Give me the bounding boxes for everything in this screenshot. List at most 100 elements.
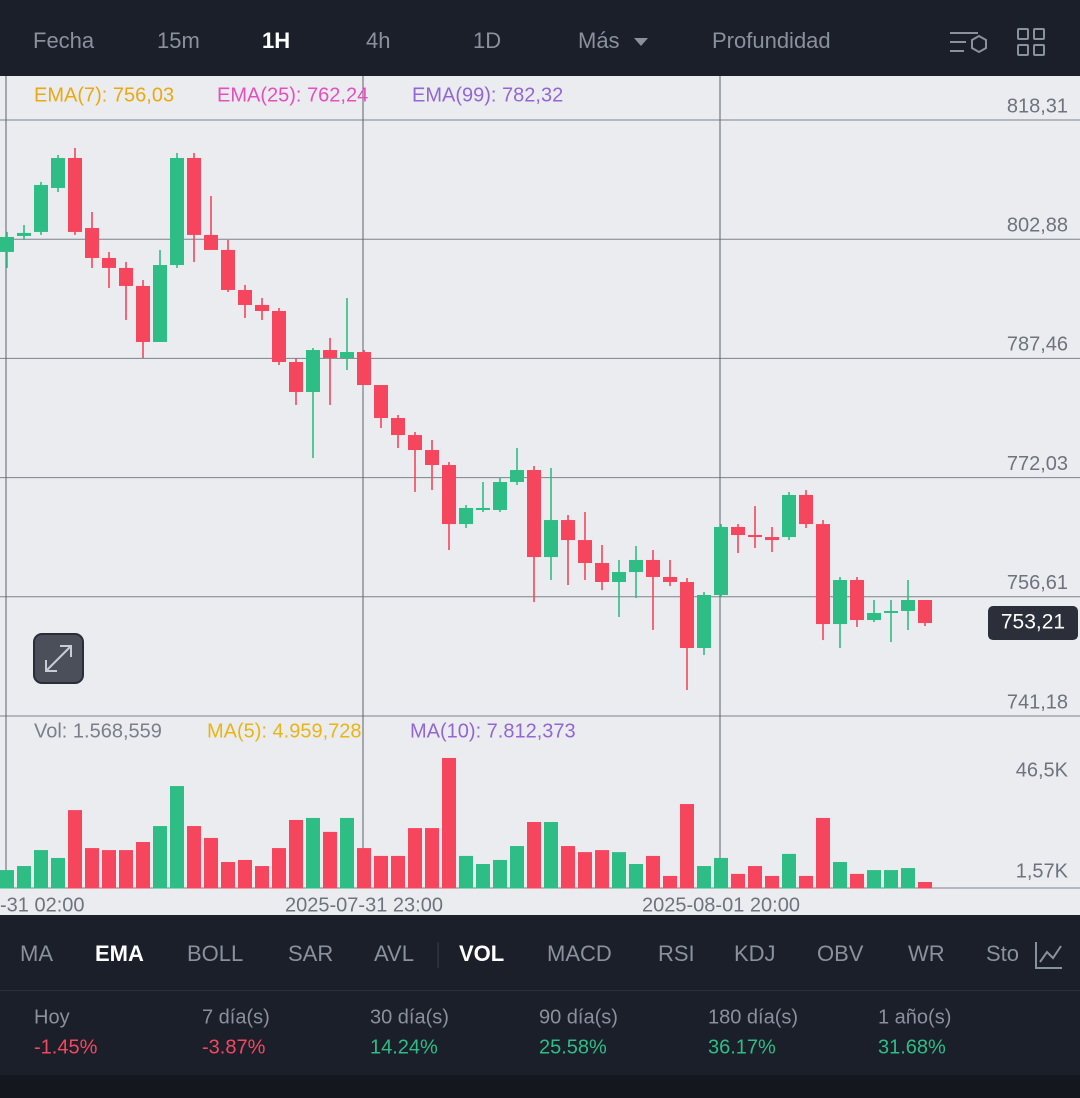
candle-body [476,507,490,510]
more-arrow[interactable] [634,38,648,46]
volume-bar [221,861,235,889]
volume-bar [170,786,184,889]
expand-button[interactable] [33,633,84,684]
volume-bar [680,804,694,889]
candle-body [816,524,830,625]
candle-body [153,265,167,342]
candle-body [306,350,320,392]
timeframe-tab[interactable]: Fecha [33,28,95,53]
candle-body [425,450,439,466]
volume-bar [561,846,575,889]
indicator-tab[interactable]: SAR [288,941,333,966]
indicator-tab[interactable]: OBV [817,941,864,966]
candle-body [459,507,473,525]
timeframe-tab[interactable]: 1H [262,28,290,53]
indicator-tab[interactable]: VOL [459,941,504,966]
candle-body [51,157,65,188]
stat-label: 90 día(s) [539,1006,618,1028]
indicator-tab[interactable]: MACD [547,941,612,966]
candle-body [68,157,82,232]
ema-legend: EMA(7): 756,03 [34,84,174,106]
stat-label: 180 día(s) [708,1006,798,1028]
candle-body [697,594,711,648]
indicator-tab[interactable]: AVL [374,941,414,966]
indicator-tab[interactable]: Sto [986,941,1019,966]
candle-body [595,562,609,583]
volume-bar [850,873,864,889]
y-tick-label: 741,18 [1007,691,1068,713]
candle-body [884,610,898,613]
y-tick-label: 818,31 [1007,95,1068,117]
chart-settings-icon[interactable] [1035,942,1062,969]
candle-body [850,579,864,621]
volume-bar [867,870,881,889]
volume-bar [51,857,65,889]
candle-body [289,361,303,392]
volume-bar [442,757,456,889]
candle-body [340,352,354,358]
candle-body [544,520,558,558]
candle-body [527,470,541,558]
ema-legend: EMA(99): 782,32 [412,84,563,106]
volume-bar [510,846,524,889]
volume-bar [306,817,320,889]
volume-bar [799,875,813,889]
timeframe-tab[interactable]: 1D [473,28,501,53]
candle-body [748,535,762,538]
timeframe-tab[interactable]: Más [578,28,620,53]
indicator-tab[interactable]: WR [908,941,945,966]
candle-body [187,157,201,235]
timeframe-tab[interactable]: 15m [157,28,200,53]
candle-body [561,520,575,541]
volume-bar [901,868,915,889]
volume-bar [289,819,303,889]
candle-body [493,482,507,510]
indicator-tab[interactable]: MA [20,941,53,966]
indicator-tab[interactable]: BOLL [187,941,243,966]
volume-bar [374,855,388,889]
volume-bar [578,852,592,889]
volume-bar [119,850,133,889]
stat-label: 1 año(s) [878,1006,951,1028]
candle-body [170,157,184,266]
volume-bar [102,850,116,889]
candle-body [731,526,745,536]
candle-body [782,494,796,538]
chart-layer: 818,31 802,88 787,46 772,03 756,61 741,18 46,5… [0,76,1080,916]
timeframe-tab[interactable]: 4h [366,28,390,53]
candle-body [918,600,932,624]
candle-body [357,352,371,386]
top-toolbar [0,0,1080,76]
candle-body [374,385,388,419]
candle-body [765,537,779,541]
indicator-tab[interactable]: KDJ [734,941,776,966]
stat-value: 31.68% [878,1036,946,1058]
candle-body [272,310,286,362]
candle-body [578,540,592,563]
settings-icon[interactable] [950,32,987,54]
tab-fade [960,916,1030,989]
volume-bar [629,864,643,889]
candle-body [833,579,847,625]
candle-body [799,494,813,525]
indicator-tab[interactable]: RSI [658,941,695,966]
candle-body [867,612,881,621]
x-tick-label: 2025-07-31 23:00 [285,894,443,916]
layout-icon[interactable] [1017,28,1045,56]
timeframe-tab[interactable]: Profundidad [712,28,831,53]
stats-panel [0,990,1080,1075]
price-tag-label: 753,21 [1001,611,1065,634]
volume-bar [646,855,660,889]
candle-body [901,600,915,611]
volume-bar [255,866,269,889]
volume-bar [782,853,796,889]
y-tick-label: 756,61 [1007,572,1068,594]
volume-bar [272,848,286,889]
candle-body [612,572,626,583]
volume-bar [85,848,99,889]
indicator-tab[interactable]: EMA [95,941,144,966]
candle-body [102,257,116,268]
volume-bar [187,826,201,889]
